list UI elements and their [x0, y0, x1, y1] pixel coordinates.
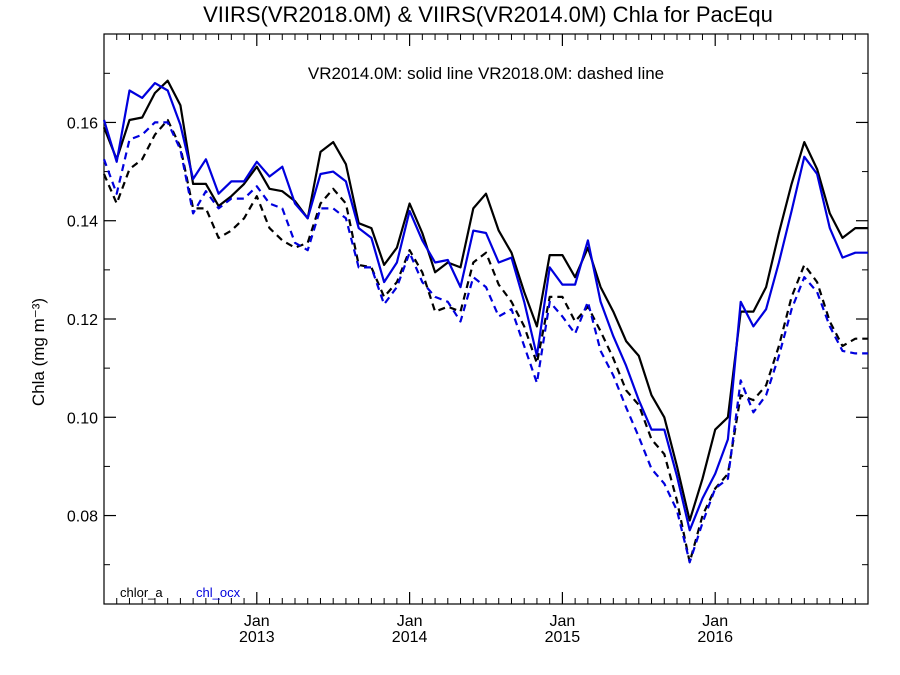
x-tick-month: Jan — [397, 613, 423, 630]
x-tick-year: 2015 — [545, 629, 581, 646]
series-line-1 — [102, 81, 868, 532]
legend-entry-chlor_a: chlor_a — [120, 585, 163, 600]
chart-title: VIIRS(VR2018.0M) & VIIRS(VR2014.0M) Chla… — [203, 2, 773, 27]
series-line-0 — [102, 79, 868, 522]
x-tick-year: 2013 — [239, 629, 275, 646]
axis-labels: 0.080.100.120.140.16Jan2013Jan2014Jan201… — [67, 115, 733, 646]
y-tick-label: 0.08 — [67, 509, 98, 526]
series-layer — [102, 79, 868, 564]
series-line-2 — [102, 118, 868, 564]
legend-entry-chl_ocx: chl_ocx — [196, 585, 241, 600]
series-line-3 — [102, 121, 868, 564]
y-tick-label: 0.16 — [67, 115, 98, 132]
y-tick-label: 0.14 — [67, 214, 98, 231]
y-axis-label: Chla (mg m⁻³) — [29, 298, 48, 406]
x-tick-month: Jan — [244, 613, 270, 630]
plot-frame — [103, 33, 869, 605]
chart-subtitle: VR2014.0M: solid line VR2018.0M: dashed … — [308, 64, 664, 83]
y-tick-label: 0.12 — [67, 312, 98, 329]
x-tick-month: Jan — [702, 613, 728, 630]
legend: chlor_a chl_ocx — [120, 585, 241, 600]
x-tick-year: 2016 — [697, 629, 733, 646]
axis-ticks — [104, 34, 868, 604]
y-tick-label: 0.10 — [67, 410, 98, 427]
x-tick-year: 2014 — [392, 629, 428, 646]
x-tick-month: Jan — [550, 613, 576, 630]
